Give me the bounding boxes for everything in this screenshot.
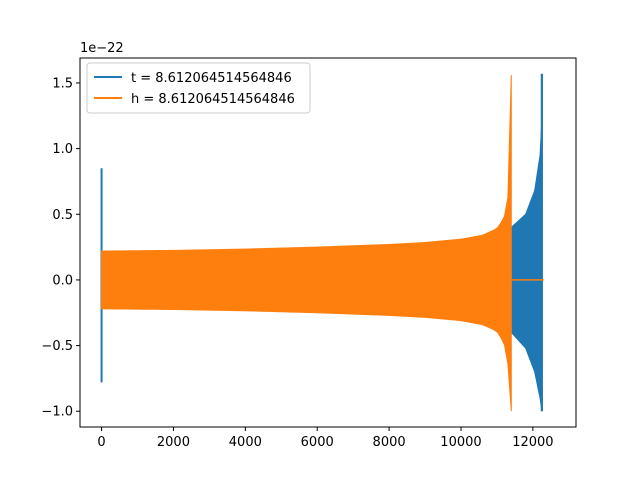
x-tick-label: 6000: [301, 435, 334, 450]
legend-label: h = 8.612064514564846: [131, 92, 295, 107]
legend-label: t = 8.612064514564846: [131, 71, 292, 86]
x-tick-label: 0: [97, 435, 105, 450]
x-tick-label: 12000: [512, 435, 553, 450]
x-tick-label: 2000: [157, 435, 190, 450]
y-tick-label: 0.0: [52, 273, 73, 288]
x-tick-label: 4000: [229, 435, 262, 450]
plot-area: [100, 73, 544, 412]
y-tick-label: 0.5: [52, 208, 73, 223]
y-tick-label: 1.0: [52, 142, 73, 157]
axis-ticks: 0 2000 4000 6000 8000 10000 12000 −1.0 −0.5 0.0 0.…: [41, 76, 553, 450]
offset-text: 1e−22: [80, 41, 124, 56]
y-tick-label: 1.5: [52, 76, 73, 91]
x-tick-label: 8000: [373, 435, 406, 450]
y-tick-label: −1.0: [41, 405, 73, 420]
series-h-band: [101, 75, 512, 412]
legend-box: [86, 62, 311, 114]
y-tick-label: −0.5: [41, 339, 73, 354]
legend: t = 8.612064514564846 h = 8.6120645145648…: [86, 62, 311, 114]
axes-frame: [79, 57, 577, 428]
x-tick-label: 10000: [440, 435, 481, 450]
